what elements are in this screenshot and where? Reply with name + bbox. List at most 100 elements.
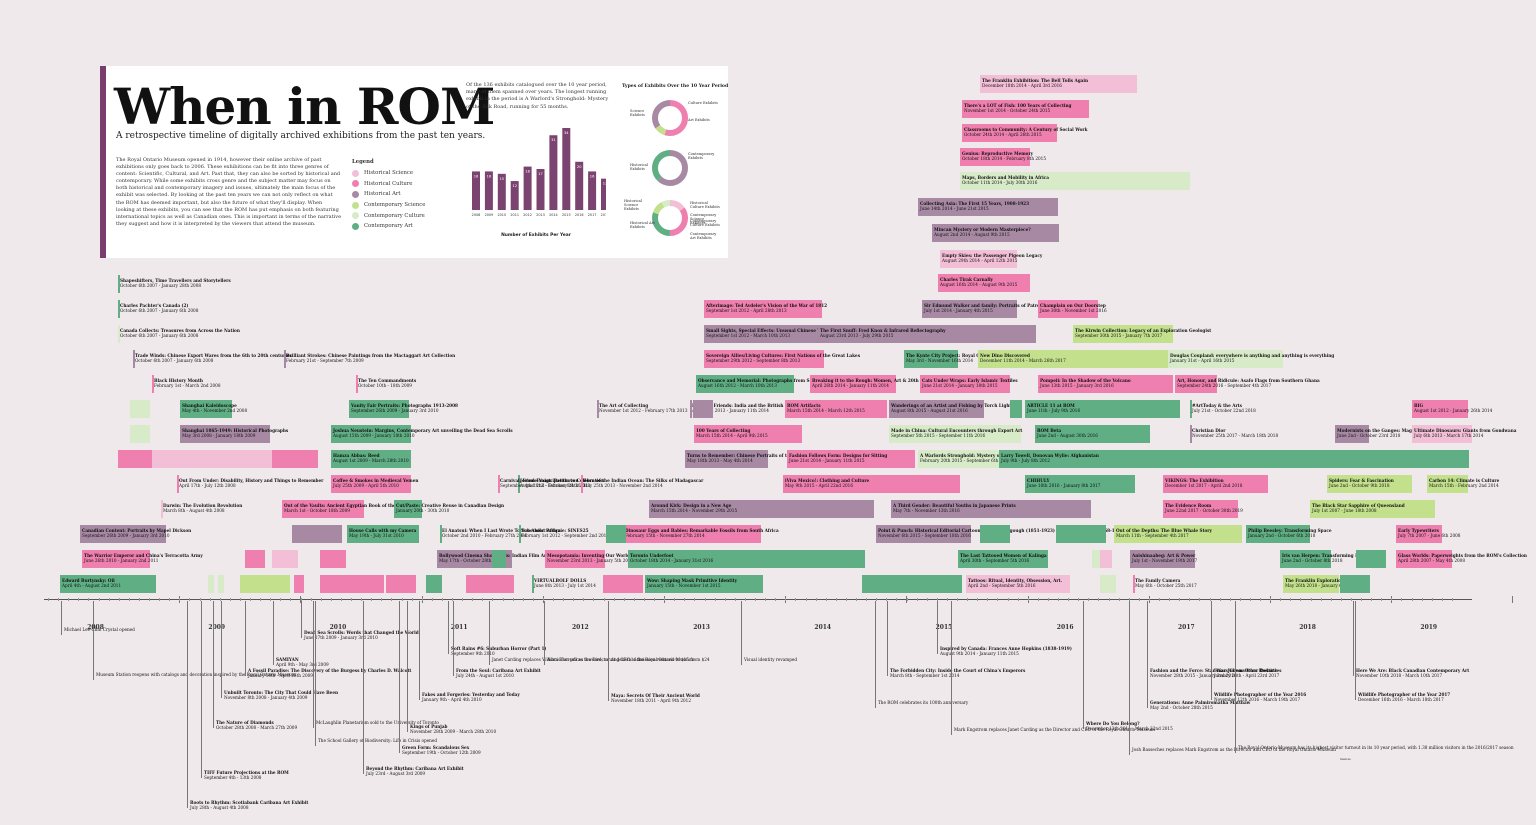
- event-label: Canadian Content: Portraits by Mapel Dic…: [82, 528, 191, 538]
- month-tick: [866, 598, 868, 601]
- month-tick: [138, 598, 140, 601]
- event-dates: November 6th 2015 - September 18th 2016: [878, 533, 971, 538]
- legend-title: Legend: [352, 159, 374, 165]
- event-title: Edward Burtynsky: Oil: [62, 578, 115, 583]
- timeline-annotation: Visual identity revamped: [744, 657, 797, 662]
- bar: [510, 181, 519, 210]
- event-label: The Kynte City Project: Royal Ontario Mu…: [906, 353, 1016, 363]
- event-bar: [1035, 425, 1150, 443]
- panel-accent-bar: [100, 66, 106, 258]
- timeline-annotation: Generations: Anne Palmiromatha Matthaw Ma…: [1150, 700, 1250, 710]
- event-bar: [118, 325, 120, 343]
- event-dates: June 21st 2014 - January 18th 2015: [922, 383, 998, 388]
- event-bar: [245, 550, 265, 568]
- event-label: The Black Star Sapphire of Queensland Jul…: [1312, 503, 1405, 513]
- event-label: Made in China: Cultural Encounters throu…: [891, 428, 1022, 438]
- annotation-line: [741, 601, 742, 665]
- event-label: Iris van Herpen: Transforming Fashion Jun…: [1282, 553, 1373, 563]
- month-tick: [563, 598, 565, 601]
- event-bar: [649, 500, 874, 518]
- legend-label: Historical Art: [364, 191, 401, 198]
- event-label: Breaking it to the Rough: Women, Art & 2…: [812, 378, 958, 388]
- event-bar: [999, 450, 1469, 468]
- event-label: Subeculic Soliquie: SINES25 February 1st …: [521, 528, 609, 538]
- annotation-title: Generations: Anne Palmiromatha Matthaw: [1150, 700, 1251, 705]
- event-title: Cut/Paste: Creative Reuse in Canadian De…: [396, 503, 505, 508]
- event-title: The Kirwin Collection: Legacy of an Expl…: [1075, 328, 1212, 333]
- event-bar: [218, 575, 224, 593]
- event-label: Larry Towell, Donovan Wylie: Afghanistan…: [1001, 453, 1099, 463]
- donut-label: Historical Science Exhibits: [624, 199, 642, 211]
- event-label: Around Kirk: Design in a New Age March 15…: [651, 503, 737, 513]
- event-title: Christian Dior: [1192, 428, 1226, 433]
- month-tick: [694, 598, 696, 601]
- event-dates: July 25th 2009 - April 5th 2010: [333, 483, 399, 488]
- event-title: Larry Towell, Donovan Wylie: Afghanistan: [1001, 453, 1099, 458]
- event-title: Fashion Follows Form: Designs for Sittin…: [789, 453, 888, 458]
- timeline-annotation: The Nature of Diamonds October 28th 2008 …: [216, 720, 297, 730]
- annotation-title: Kings of Punjab: [410, 724, 448, 729]
- annotation-dates: Michael Lee-Chin Crystal opened: [64, 627, 135, 632]
- donut-label: Art Exhibits: [688, 118, 710, 122]
- legend-swatch: [352, 201, 359, 209]
- event-bar: [320, 575, 384, 593]
- event-dates: June 13th 2015 - January 3rd 2016: [1040, 383, 1114, 388]
- month-tick: [755, 598, 756, 601]
- bar-value-label: 12: [512, 184, 517, 188]
- timeline-annotation: Soft Rains #6: Suburban Horror (Part 1) S…: [451, 646, 546, 656]
- event-title: Mesopotamia: Inventing Our World: [547, 553, 630, 558]
- year-label: 2010: [329, 624, 347, 631]
- bar: [562, 128, 571, 210]
- event-title: Joshua Neustein: Margins, Contemporary A…: [333, 428, 513, 433]
- annotation-dates: The ROM celebrates its 100th anniversary: [878, 700, 969, 705]
- month-tick: [603, 598, 605, 601]
- annotation-line: [1083, 601, 1084, 729]
- event-title: Shapeshifters, Time Travellers and Story…: [120, 278, 231, 283]
- event-bar: [180, 400, 232, 418]
- event-label: VIRTUALBOLF DOLLS June 8th 2013 - July 1s…: [534, 578, 596, 588]
- event-bar: [783, 475, 960, 493]
- annotation-dates: Visual identity revamped: [744, 657, 798, 662]
- event-label: Wow: Shaping Mask Primitive Identity Janu…: [647, 578, 737, 588]
- bar: [575, 161, 584, 210]
- month-tick: [270, 598, 272, 601]
- event-title: Canadian Content: Portraits by Mapel Dic…: [82, 528, 192, 533]
- month-tick: [633, 598, 635, 601]
- annotation-dates: August 9th 2014 - January 11th 2015: [940, 651, 1019, 656]
- timeline-annotation: SAMIYAN April 9th - May 3rd 2009: [276, 657, 329, 667]
- event-bar: [1280, 550, 1331, 568]
- month-tick: [1219, 598, 1221, 601]
- event-title: Out of the Vaults: Ancient Egyptian Book…: [284, 503, 410, 508]
- month-tick: [967, 598, 969, 601]
- event-dates: March 15th 2014 - April 9th 2015: [696, 433, 768, 438]
- donut-label: Science Exhibits: [630, 109, 645, 117]
- annotation-dates: The Royal Ontario Museum has its highest…: [1238, 745, 1514, 750]
- event-label: Dinosaur Eggs and Babies: Remarkable Fos…: [625, 528, 779, 538]
- event-dates: May 18th 2013 - May 4th 2014: [687, 458, 753, 463]
- event-dates: September 26th 2009 - January 3rd 2010: [82, 533, 170, 538]
- timeline-annotation: From the Soul: Caribana Art Exhibit July …: [456, 668, 541, 678]
- month-tick: [381, 598, 383, 601]
- annotation-line: [937, 601, 938, 654]
- event-dates: September 1st 2012 - March 10th 2013: [706, 333, 791, 338]
- month-tick: [502, 598, 504, 601]
- event-bar: [920, 375, 1010, 393]
- year-label: 2016: [1056, 624, 1074, 631]
- annotation-line: [608, 601, 609, 701]
- year-label: 2014: [814, 624, 832, 631]
- event-label: Black History Month February 1st - March …: [154, 378, 221, 388]
- event-label: Charles Tirak Carnally August 16th 2014 -…: [940, 277, 1017, 287]
- event-bar: [1114, 525, 1242, 543]
- month-tick: [532, 598, 534, 601]
- legend-item: Historical Culture: [352, 179, 442, 190]
- bar-category-label: 2014: [549, 213, 558, 217]
- event-title: The Franklin Exploration: [1285, 578, 1345, 583]
- event-label: Philip Beesley: Transforming Space Januar…: [1248, 528, 1332, 538]
- bar-value-label: 16: [590, 174, 595, 178]
- month-tick: [1270, 598, 1272, 601]
- bar-category-label: 2017: [588, 213, 597, 217]
- event-label: Empty Skies: the Passenger Pigeon Legacy…: [942, 253, 1042, 263]
- annotation-line: [951, 601, 952, 735]
- donut-label: Culture Exhibits: [688, 101, 718, 105]
- month-tick: [88, 598, 90, 601]
